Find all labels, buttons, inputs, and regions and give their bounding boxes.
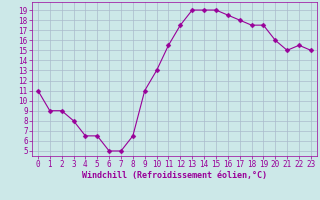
X-axis label: Windchill (Refroidissement éolien,°C): Windchill (Refroidissement éolien,°C) bbox=[82, 171, 267, 180]
